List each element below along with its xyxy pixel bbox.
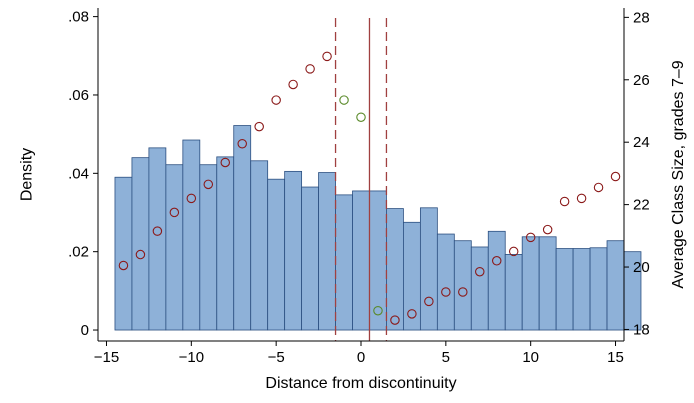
scatter-point-0-23: [559, 196, 570, 207]
y-tick-label-1: .02: [68, 244, 89, 261]
scatter-point-0-25: [593, 182, 604, 193]
histogram-bar-25: [538, 236, 557, 331]
histogram-bar-16: [386, 208, 404, 331]
ticks: −15 −10 −5 0 5 10 15 0 .02 .04 .06 .08 18 20 22 24 26 28: [68, 9, 650, 366]
scatter-point-0-14: [407, 309, 417, 319]
scatter-point-0-10: [288, 79, 298, 90]
scatter-point-1-2: [373, 305, 383, 316]
histogram-bars: [114, 125, 642, 331]
x-tick-label-0: −15: [94, 349, 119, 366]
y-tick-label-4: .08: [68, 9, 89, 26]
y-tick-label-2: .04: [68, 165, 89, 182]
histogram-bar-3: [165, 164, 184, 331]
histogram-bar-15: [369, 190, 387, 331]
scatter-point-0-2: [152, 226, 163, 236]
scatter-point-0-13: [390, 315, 400, 325]
histogram-bar-5: [199, 164, 218, 331]
y-axis-title: Density: [19, 148, 36, 201]
histogram-bar-8: [250, 160, 269, 331]
scatter-point-1-1: [356, 112, 366, 122]
histogram-bar-0: [114, 176, 133, 331]
x-tick-label-4: 5: [442, 349, 450, 366]
x-tick-label-5: 10: [522, 349, 539, 366]
scatter-point-0-26: [610, 171, 621, 182]
scatter-point-0-4: [186, 193, 197, 204]
x-axis-title: Distance from discontinuity: [265, 375, 456, 392]
y2-tick-label-1: 20: [633, 259, 650, 276]
x-tick-label-1: −10: [179, 349, 204, 366]
scatter-point-0-16: [441, 287, 451, 297]
scatter-point-0-12: [322, 51, 332, 62]
y2-axis-title: Average Class Size, grades 7–9: [670, 60, 687, 288]
y2-tick-label-5: 28: [633, 9, 650, 26]
scatter-point-0-11: [305, 64, 315, 74]
scatter-point-0-5: [203, 179, 214, 190]
scatter-point-1-0: [339, 95, 349, 105]
histogram-bar-20: [453, 240, 472, 331]
scatter-point-0-7: [237, 139, 247, 149]
histogram-bar-24: [521, 236, 540, 331]
scatter-point-0-22: [542, 224, 553, 235]
scatter-point-0-21: [525, 232, 536, 243]
reference-lines: [334, 18, 388, 341]
histogram-bar-26: [555, 248, 574, 331]
histogram-bar-18: [419, 207, 438, 331]
y-tick-label-0: 0: [81, 322, 89, 339]
histogram-bar-12: [318, 172, 336, 331]
y-tick-label-3: .06: [68, 87, 89, 104]
histogram-bar-21: [470, 246, 489, 331]
histogram-bar-11: [301, 186, 319, 331]
scatter-point-0-19: [491, 256, 502, 266]
y2-tick-label-2: 22: [633, 197, 650, 214]
y2-tick-label-0: 18: [633, 321, 650, 338]
x-tick-label-6: 15: [607, 349, 624, 366]
histogram-bar-22: [487, 230, 506, 331]
scatter-point-0-0: [118, 260, 129, 271]
histogram-bar-6: [216, 156, 235, 331]
x-tick-label-2: −5: [268, 349, 285, 366]
histogram-bar-28: [589, 247, 608, 331]
histogram-bar-2: [148, 147, 167, 331]
histogram-bar-19: [436, 233, 455, 331]
scatter-point-0-3: [169, 207, 180, 218]
scatter-point-0-1: [135, 249, 146, 260]
histogram-bar-17: [403, 221, 421, 331]
scatter-point-0-18: [475, 266, 485, 277]
scatter-point-0-8: [254, 121, 264, 132]
scatter-points: [118, 51, 621, 325]
y2-tick-label-4: 26: [633, 72, 650, 89]
scatter-point-0-20: [508, 246, 519, 257]
histogram-bar-10: [284, 170, 303, 331]
scatter-point-0-15: [424, 296, 434, 307]
histogram-bar-14: [352, 190, 370, 331]
histogram-bar-27: [572, 248, 591, 331]
histogram-bar-1: [131, 157, 150, 331]
histogram-bar-23: [504, 254, 523, 331]
x-tick-label-3: 0: [357, 349, 365, 366]
histogram-bar-13: [335, 194, 353, 331]
scatter-point-0-24: [576, 193, 587, 204]
histogram-bar-29: [606, 240, 625, 331]
scatter-point-0-9: [271, 95, 281, 105]
histogram-bar-9: [267, 178, 286, 331]
histogram-bar-4: [182, 139, 201, 331]
scatter-point-0-17: [458, 287, 468, 297]
scatter-point-0-6: [220, 157, 231, 168]
histogram-bar-7: [233, 125, 252, 331]
y2-tick-label-3: 24: [633, 134, 650, 151]
